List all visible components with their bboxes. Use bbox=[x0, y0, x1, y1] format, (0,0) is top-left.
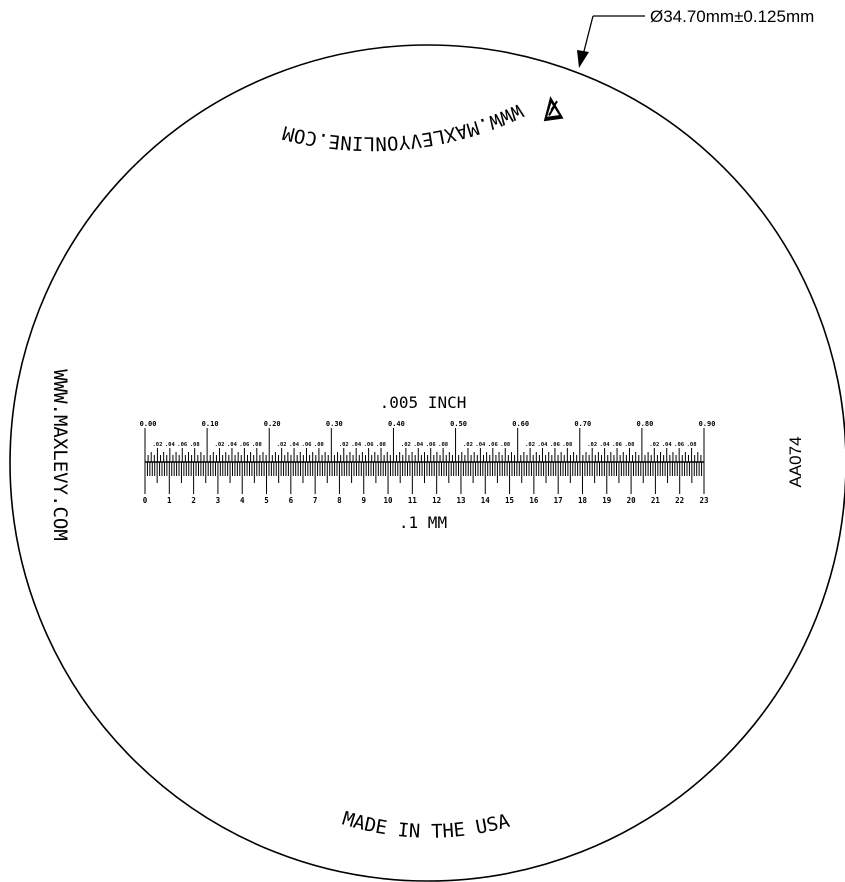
mm-major-label: 18 bbox=[578, 496, 588, 505]
mm-major-label: 5 bbox=[264, 496, 269, 505]
inch-minor-label: .02 bbox=[339, 442, 349, 448]
left-url-text: WWW.MAXLEVY.COM bbox=[49, 369, 71, 541]
mm-major-label: 3 bbox=[216, 496, 221, 505]
reticle-outline bbox=[9, 44, 845, 882]
mm-major-label: 19 bbox=[602, 496, 612, 505]
inch-minor-label: .06 bbox=[364, 442, 375, 448]
mm-scale: 0 1 2 3 4 5 6 7 8 9 10 11 12 13 14 15 16 17 18 19 20 21 22 23 bbox=[143, 462, 709, 505]
inch-major-label: 0.40 bbox=[388, 420, 405, 428]
inch-minor-label: .04 bbox=[538, 442, 549, 448]
inch-unit-label: .005 INCH bbox=[380, 393, 467, 412]
inch-minor-label: .04 bbox=[413, 442, 424, 448]
mm-major-label: 14 bbox=[481, 496, 491, 505]
inch-minor-label: .02 bbox=[463, 442, 473, 448]
inch-minor-label: .06 bbox=[426, 442, 437, 448]
inch-minor-label: .04 bbox=[227, 442, 238, 448]
inch-minor-label: .04 bbox=[289, 442, 300, 448]
inch-major-label: 0.30 bbox=[326, 420, 343, 428]
arrow-icon bbox=[577, 50, 589, 68]
inch-minor-label: .08 bbox=[500, 442, 510, 448]
inch-major-label: 0.90 bbox=[699, 420, 716, 428]
mm-major-label: 7 bbox=[313, 496, 318, 505]
inch-minor-label: .02 bbox=[649, 442, 659, 448]
inch-minor-label: .08 bbox=[376, 442, 386, 448]
part-number: AA074 bbox=[786, 436, 805, 487]
inch-minor-label: .02 bbox=[215, 442, 225, 448]
inch-minor-label: .06 bbox=[674, 442, 685, 448]
mm-major-label: 15 bbox=[505, 496, 514, 505]
mm-major-label: 21 bbox=[651, 496, 661, 505]
mm-major-label: 12 bbox=[432, 496, 441, 505]
inch-major-label: 0.10 bbox=[202, 420, 219, 428]
mm-major-label: 4 bbox=[240, 496, 245, 505]
inch-major-label: 0.00 bbox=[140, 420, 157, 428]
inch-major-label: 0.50 bbox=[450, 420, 467, 428]
inch-minor-label: .02 bbox=[401, 442, 411, 448]
top-url-text: WWW.MAXLEVYONLINE.COM bbox=[280, 99, 526, 154]
dimension-label: Ø34.70mm±0.125mm bbox=[650, 7, 814, 26]
mm-major-label: 23 bbox=[699, 496, 709, 505]
mm-major-label: 2 bbox=[191, 496, 196, 505]
inch-major-label: 0.20 bbox=[264, 420, 281, 428]
inch-minor-label: .06 bbox=[239, 442, 250, 448]
mm-major-label: 0 bbox=[143, 496, 148, 505]
mm-major-label: 8 bbox=[337, 496, 342, 505]
footer-path: MADE IN THE USA bbox=[340, 808, 513, 843]
mm-major-label: 16 bbox=[529, 496, 539, 505]
inch-minor-label: .04 bbox=[475, 442, 486, 448]
inch-minor-label: .08 bbox=[562, 442, 572, 448]
inch-minor-label: .02 bbox=[152, 442, 162, 448]
inch-minor-label: .04 bbox=[662, 442, 673, 448]
mm-major-label: 20 bbox=[627, 496, 637, 505]
inch-minor-label: .04 bbox=[600, 442, 611, 448]
inch-minor-label: .06 bbox=[302, 442, 313, 448]
inch-minor-label: .06 bbox=[612, 442, 623, 448]
inch-minor-label: .08 bbox=[252, 442, 262, 448]
inch-minor-label: .02 bbox=[587, 442, 597, 448]
mm-major-label: 13 bbox=[456, 496, 466, 505]
mm-major-label: 22 bbox=[675, 496, 684, 505]
mm-major-label: 17 bbox=[554, 496, 563, 505]
mm-major-label: 1 bbox=[167, 496, 172, 505]
inch-minor-label: .08 bbox=[314, 442, 324, 448]
inch-minor-label: .02 bbox=[525, 442, 535, 448]
inch-minor-label: .08 bbox=[438, 442, 448, 448]
inch-minor-label: .08 bbox=[687, 442, 697, 448]
inch-minor-label: .06 bbox=[177, 442, 188, 448]
inch-minor-label: .06 bbox=[550, 442, 561, 448]
inch-major-label: 0.70 bbox=[574, 420, 591, 428]
mm-unit-label: .1 MM bbox=[399, 513, 447, 532]
mm-major-label: 10 bbox=[384, 496, 394, 505]
max-levy-logo-icon bbox=[543, 96, 564, 122]
mm-major-label: 6 bbox=[289, 496, 294, 505]
mm-major-label: 9 bbox=[361, 496, 366, 505]
inch-minor-label: .02 bbox=[277, 442, 287, 448]
inch-minor-label: .08 bbox=[624, 442, 634, 448]
inch-major-label: 0.60 bbox=[512, 420, 529, 428]
inch-major-label: 0.80 bbox=[636, 420, 653, 428]
inch-scale: 0.00 0.10 0.20 0.30 0.40 0.50 0.60 0.70 0.80 0.90… bbox=[140, 420, 716, 462]
inch-minor-label: .04 bbox=[165, 442, 176, 448]
mm-major-label: 11 bbox=[408, 496, 418, 505]
dimension-leader bbox=[577, 15, 645, 68]
inch-minor-label: .08 bbox=[190, 442, 200, 448]
inch-minor-label: .04 bbox=[351, 442, 362, 448]
inch-minor-label: .06 bbox=[488, 442, 499, 448]
footer-text: MADE IN THE USA bbox=[340, 808, 513, 843]
top-url-path: WWW.MAXLEVYONLINE.COM bbox=[280, 99, 526, 154]
